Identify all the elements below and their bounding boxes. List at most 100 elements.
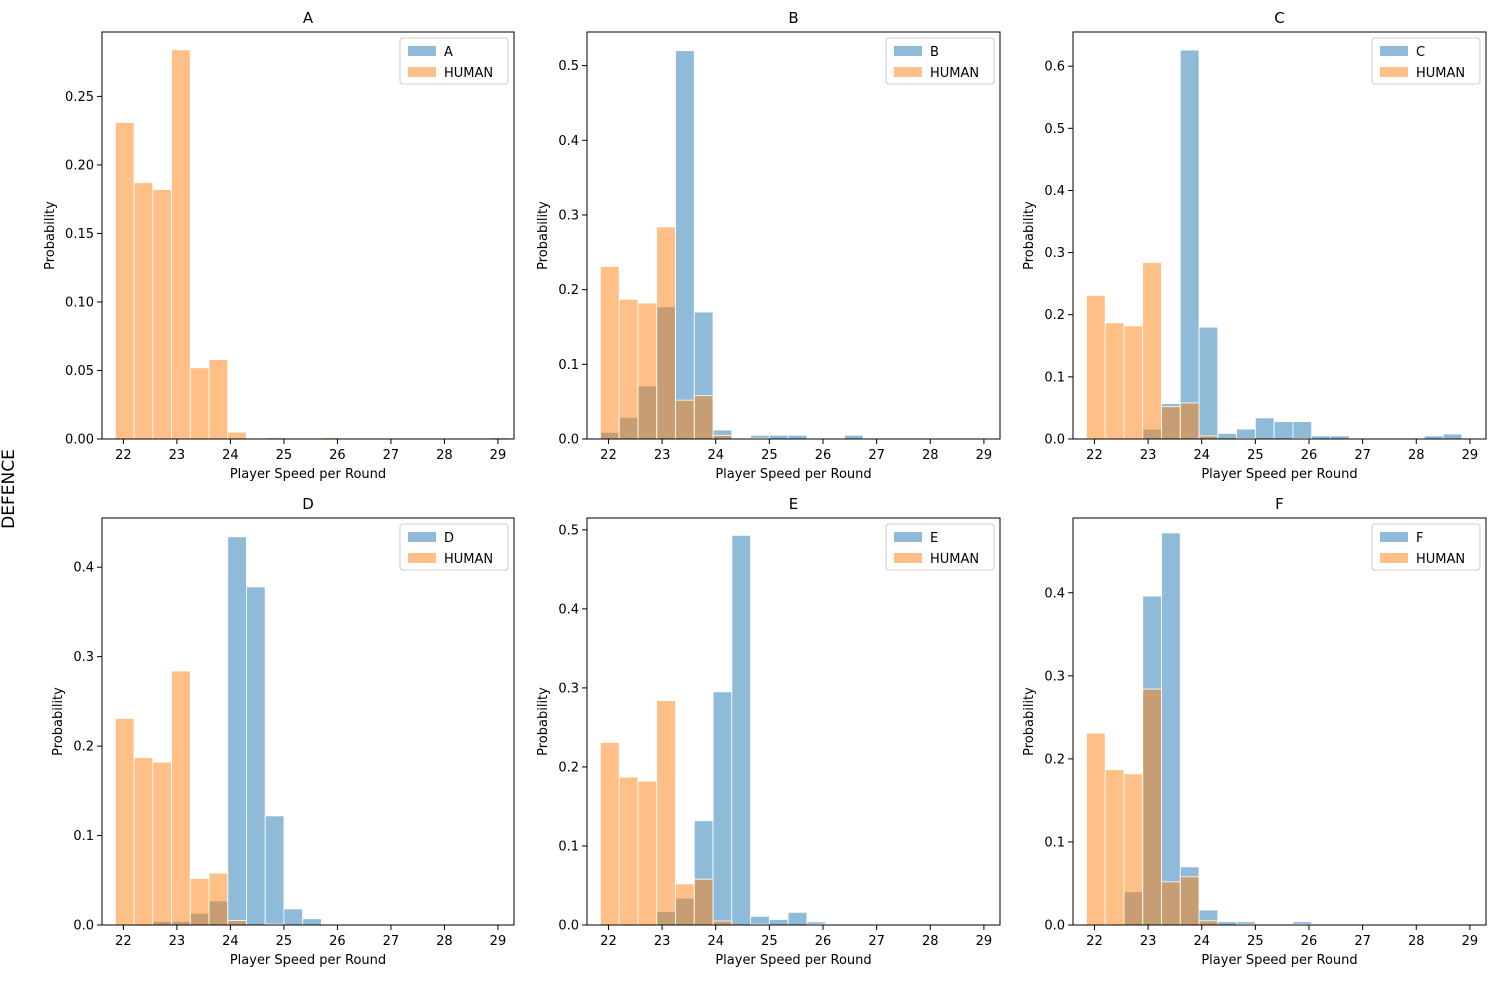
y-tick-label: 0.5	[1044, 122, 1065, 137]
chart-panel-d: 22 23 24 25 26 27 28 29 0.0 0.1 0.2 0.3 0.4 D Player S…	[51, 495, 515, 968]
legend-label: HUMAN	[444, 552, 493, 567]
legend-swatch	[894, 67, 922, 77]
x-tick-label: 22	[115, 934, 132, 949]
y-axis-label: Probability	[43, 201, 58, 270]
y-tick-label: 0.4	[558, 602, 579, 617]
x-tick-label: 22	[600, 448, 617, 463]
y-tick-label: 0.2	[73, 740, 94, 755]
x-tick-label: 23	[1140, 448, 1157, 463]
bar-human-4	[1161, 406, 1181, 440]
legend-swatch	[894, 532, 922, 542]
bar-human-6	[1198, 920, 1219, 926]
legend-label: F	[1416, 531, 1423, 546]
legend-swatch	[1380, 67, 1408, 77]
bar-model-9	[283, 908, 304, 926]
bar-human-4	[1161, 881, 1181, 926]
bar-model-10	[1273, 421, 1294, 440]
x-tick-label: 23	[169, 934, 186, 949]
bar-human-5	[1179, 876, 1200, 926]
x-tick-label: 26	[815, 934, 832, 949]
axes-frame	[101, 31, 515, 440]
axes-frame	[1072, 517, 1487, 926]
x-tick-label: 25	[1247, 934, 1264, 949]
x-tick-label: 28	[436, 934, 453, 949]
bar-human-2	[637, 780, 658, 926]
legend-label: A	[444, 45, 453, 60]
bar-model-4	[1161, 532, 1181, 926]
legend: F HUMAN	[1371, 523, 1481, 571]
x-tick-label: 27	[868, 934, 885, 949]
bar-human-0	[1086, 295, 1106, 440]
x-tick-label: 27	[868, 448, 885, 463]
y-axis-label: Probability	[536, 687, 551, 756]
bar-human-5	[693, 395, 714, 440]
bar-human-5	[693, 878, 714, 926]
bar-model-8	[264, 815, 285, 926]
legend-label: HUMAN	[930, 66, 979, 81]
legend-swatch	[408, 46, 436, 56]
legend-label: E	[930, 531, 938, 546]
bar-human-3	[656, 226, 676, 440]
x-tick-label: 23	[654, 934, 671, 949]
y-tick-label: 0.1	[558, 358, 579, 373]
x-axis-label: Player Speed per Round	[1201, 467, 1357, 482]
bar-human-1	[618, 298, 639, 440]
bar-model-9	[768, 919, 789, 926]
y-tick-label: 0.0	[1044, 919, 1065, 934]
chart-title: A	[303, 9, 314, 27]
bar-model-6	[712, 691, 733, 926]
x-tick-label: 25	[761, 448, 778, 463]
y-tick-label: 0.4	[73, 561, 94, 576]
row-label: DEFENCE	[0, 449, 19, 529]
y-tick-label: 0.2	[1044, 308, 1065, 323]
y-tick-label: 0.05	[65, 364, 94, 379]
x-tick-label: 27	[383, 934, 400, 949]
y-tick-label: 0.3	[1044, 246, 1065, 261]
bar-human-4	[675, 399, 695, 440]
legend: C HUMAN	[1371, 37, 1481, 85]
x-axis-label: Player Speed per Round	[715, 953, 871, 968]
bar-model-10	[787, 434, 808, 440]
x-tick-label: 25	[276, 448, 293, 463]
bar-model-7	[731, 534, 751, 926]
chart-title: D	[302, 495, 314, 513]
x-axis-label: Player Speed per Round	[715, 467, 871, 482]
x-tick-label: 24	[222, 448, 239, 463]
chart-panel-c: 22 23 24 25 26 27 28 29 0.0 0.1 0.2 0.3 0.4 0.5 0.6 C Pl…	[1022, 9, 1487, 482]
x-tick-label: 29	[1462, 448, 1479, 463]
chart-panel-a: 22 23 24 25 26 27 28 29 0.00 0.05 0.10 0.15 0.20 0.25…	[43, 9, 515, 482]
y-tick-label: 0.1	[1044, 835, 1065, 850]
y-axis-label: Probability	[1022, 687, 1037, 756]
bar-model-5	[1179, 49, 1200, 440]
axes-frame	[586, 31, 1001, 440]
bar-human-5	[208, 872, 229, 926]
chart-title: F	[1275, 495, 1284, 513]
bar-model-19	[1442, 433, 1463, 440]
y-tick-label: 0.2	[558, 760, 579, 775]
legend-swatch	[894, 553, 922, 563]
bar-model-11	[1292, 421, 1313, 440]
legend-label: C	[1416, 45, 1425, 60]
x-axis-label: Player Speed per Round	[230, 467, 386, 482]
x-tick-label: 27	[1354, 448, 1371, 463]
x-tick-label: 28	[1408, 934, 1425, 949]
x-tick-label: 26	[329, 934, 346, 949]
legend-label: HUMAN	[1416, 66, 1465, 81]
x-tick-label: 22	[115, 448, 132, 463]
bar-human-3	[1142, 688, 1162, 926]
bar-human-3	[171, 670, 191, 926]
y-tick-label: 0.4	[1044, 586, 1065, 601]
bar-human-2	[152, 189, 172, 440]
axes-frame	[586, 517, 1001, 926]
legend-swatch	[1380, 553, 1408, 563]
y-tick-label: 0.0	[558, 919, 579, 934]
bar-human-0	[114, 122, 135, 440]
bar-human-0	[1086, 732, 1106, 926]
x-tick-label: 28	[922, 934, 939, 949]
x-tick-label: 24	[1193, 934, 1210, 949]
x-tick-label: 23	[654, 448, 671, 463]
y-tick-label: 0.3	[558, 681, 579, 696]
legend-label: HUMAN	[930, 552, 979, 567]
x-tick-label: 29	[490, 448, 507, 463]
x-tick-label: 24	[1193, 448, 1210, 463]
